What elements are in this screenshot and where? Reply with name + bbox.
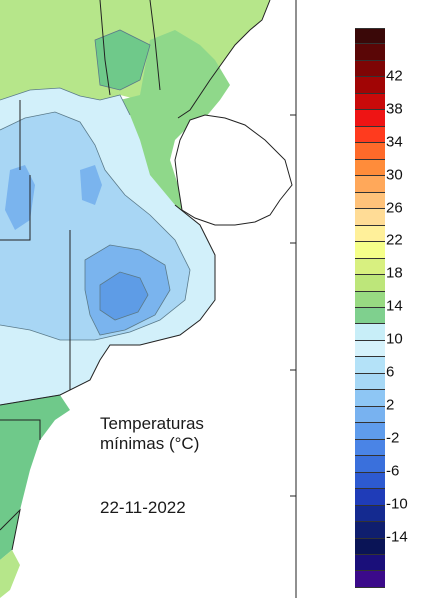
- legend-swatch: [355, 192, 385, 210]
- legend-swatch: [355, 110, 385, 127]
- legend-swatch: [355, 225, 385, 243]
- map-title: Temperaturas mínimas (°C): [100, 414, 204, 454]
- legend-swatch: [355, 340, 385, 358]
- legend-swatch: [355, 406, 385, 424]
- legend-swatch: [355, 307, 385, 325]
- legend-swatch: [355, 472, 385, 490]
- legend-swatch: [355, 209, 385, 226]
- legend-swatch: [355, 538, 385, 555]
- legend-label: -2: [386, 429, 400, 447]
- legend-swatch: [355, 357, 385, 374]
- legend-swatch: [355, 258, 385, 276]
- legend-swatch: [355, 373, 385, 391]
- legend-label: 42: [386, 67, 403, 85]
- legend-swatch: [355, 242, 385, 259]
- legend-swatch: [355, 275, 385, 292]
- uruguay-outline: [174, 114, 293, 226]
- legend-swatch: [355, 126, 385, 144]
- legend-swatch: [355, 143, 385, 160]
- map-title-line2: mínimas (°C): [100, 434, 200, 453]
- legend-label: 38: [386, 100, 403, 118]
- legend-swatch: [355, 390, 385, 407]
- temperature-map: Temperaturas mínimas (°C) 22-11-2022: [0, 0, 297, 598]
- legend-label: -10: [386, 495, 408, 513]
- legend-label: 10: [386, 330, 403, 348]
- legend-swatch: [355, 291, 385, 308]
- legend-label: 26: [386, 199, 403, 217]
- legend-swatch: [355, 28, 385, 45]
- legend-label: 18: [386, 264, 403, 282]
- legend-swatch: [355, 176, 385, 193]
- legend-label: 6: [386, 363, 395, 381]
- legend-label: 22: [386, 231, 403, 249]
- legend-swatch: [355, 423, 385, 440]
- legend-swatch: [355, 44, 385, 61]
- region-south-green: [0, 395, 70, 560]
- legend-swatch: [355, 324, 385, 341]
- legend-label: -6: [386, 462, 400, 480]
- region-core-darkerblue: [100, 272, 148, 320]
- legend-swatch: [355, 522, 385, 539]
- legend-colorbar: [355, 28, 385, 588]
- legend-swatch: [355, 77, 385, 94]
- legend-label: -14: [386, 528, 408, 546]
- region-mid-green: [95, 30, 150, 90]
- legend-swatch: [355, 571, 385, 588]
- region-mid-deepblue: [80, 165, 102, 205]
- legend-label: 2: [386, 396, 395, 414]
- map-date: 22-11-2022: [100, 498, 186, 517]
- legend-label: 30: [386, 166, 403, 184]
- legend-swatch: [355, 489, 385, 506]
- legend-swatch: [355, 60, 385, 78]
- region-south-lightgreen: [0, 550, 20, 598]
- region-west-deepblue: [5, 165, 35, 230]
- legend-labels: 42 38 34 30 26 22 18 14 10 6 2 -2 -6 -10 -14: [386, 28, 436, 588]
- legend-swatch: [355, 439, 385, 457]
- map-canvas: [0, 0, 297, 598]
- legend-label: 14: [386, 297, 403, 315]
- legend-swatch: [355, 159, 385, 177]
- legend-swatch: [355, 505, 385, 523]
- province-borders: [0, 0, 271, 551]
- legend-label: 34: [386, 133, 403, 151]
- legend-swatch: [355, 93, 385, 111]
- legend-swatch: [355, 456, 385, 473]
- legend-swatch: [355, 555, 385, 572]
- map-title-line1: Temperaturas: [100, 414, 204, 433]
- color-legend: 42 38 34 30 26 22 18 14 10 6 2 -2 -6 -10 -14: [355, 0, 439, 598]
